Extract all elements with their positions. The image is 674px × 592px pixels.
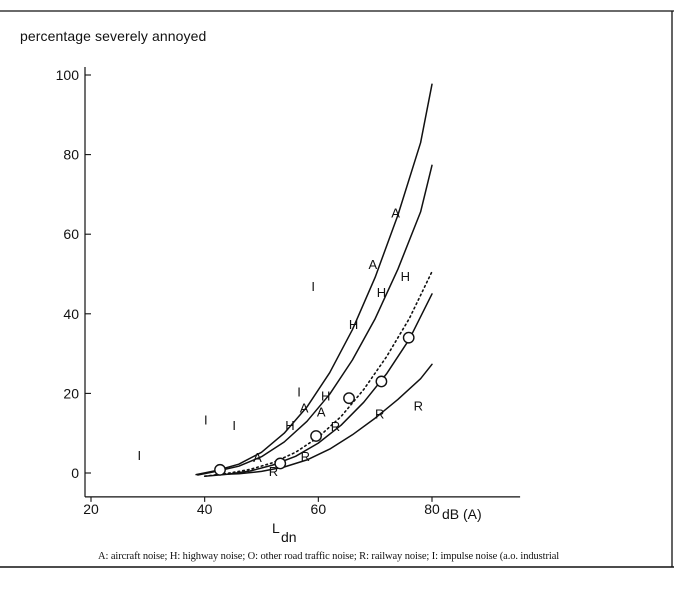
point-r-21: R	[269, 464, 278, 479]
curve-h-solid-1	[197, 164, 433, 476]
curves	[195, 83, 433, 477]
point-a-14: A	[369, 257, 378, 272]
point-o-8	[343, 392, 355, 405]
figure-caption: A: aircraft noise; H: highway noise; O: …	[98, 551, 560, 562]
point-a-12: A	[300, 400, 309, 415]
y-tick-label-60: 60	[63, 226, 79, 242]
point-i-3: I	[297, 384, 301, 399]
curve-r-solid-4	[215, 363, 433, 476]
point-i-1: I	[204, 412, 208, 427]
point-r-23: R	[331, 419, 340, 434]
point-r-25: R	[414, 398, 423, 413]
point-h-20: H	[401, 269, 410, 284]
y-tick-label-40: 40	[63, 306, 79, 322]
x-tick-label-80: 80	[424, 501, 440, 517]
axes: 0 20 40 60 80 100 20 40 60 80 Ldn dB (A)	[56, 67, 521, 545]
point-a-13: A	[317, 404, 326, 419]
y-tick-label-100: 100	[56, 67, 80, 83]
x-tick-label-20: 20	[83, 501, 99, 517]
point-o-10	[402, 331, 415, 344]
point-h-16: H	[285, 418, 294, 433]
point-i-4: I	[311, 279, 315, 294]
y-tick-label-20: 20	[63, 385, 79, 401]
point-o-9	[375, 375, 388, 388]
point-h-18: H	[349, 317, 358, 332]
x-axis-unit: dB (A)	[442, 506, 482, 522]
curve-a-solid-0	[195, 83, 433, 476]
point-h-17: H	[321, 388, 330, 403]
curve-o-dotted-2	[203, 270, 433, 477]
point-h-19: H	[377, 285, 386, 300]
y-axis-label: percentage severely annoyed	[20, 28, 207, 44]
y-tick-label-80: 80	[63, 147, 79, 163]
point-r-24: R	[375, 406, 384, 421]
point-i-0: I	[137, 448, 141, 463]
point-o-6	[274, 457, 287, 470]
y-tick-label-0: 0	[71, 465, 79, 481]
point-o-7	[310, 430, 322, 442]
x-axis-label: L	[272, 520, 280, 536]
point-r-22: R	[301, 449, 310, 464]
point-o-5	[214, 463, 226, 476]
x-tick-label-40: 40	[197, 501, 213, 517]
curve-o-solid-3	[203, 293, 433, 477]
x-tick-label-60: 60	[311, 501, 327, 517]
point-a-11: A	[253, 450, 262, 465]
point-a-15: A	[391, 205, 400, 220]
x-axis-label-subscript: dn	[281, 529, 297, 545]
point-i-2: I	[232, 418, 236, 433]
